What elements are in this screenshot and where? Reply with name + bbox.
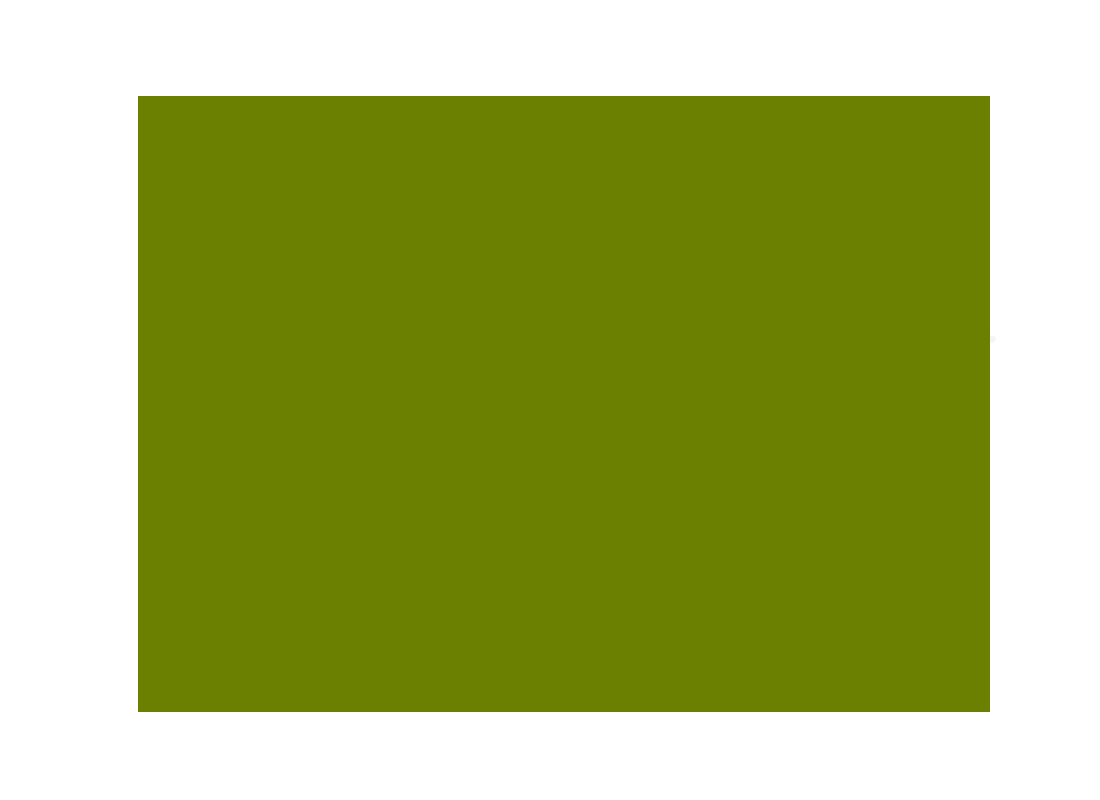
Text: A: A <box>541 541 549 550</box>
Text: maserati
parts
since 1985: maserati parts since 1985 <box>874 232 969 305</box>
Text: 33: 33 <box>729 584 744 594</box>
Text: 13: 13 <box>829 240 844 250</box>
Polygon shape <box>397 242 909 496</box>
Text: 25: 25 <box>846 162 861 172</box>
Text: 31: 31 <box>588 584 602 594</box>
Text: 27: 27 <box>618 554 632 564</box>
Text: 24: 24 <box>416 398 430 408</box>
Text: A: A <box>855 620 864 630</box>
Text: 18: 18 <box>635 451 649 462</box>
Text: 15: 15 <box>461 548 475 558</box>
Text: A: A <box>714 620 723 630</box>
Text: maserati: maserati <box>672 254 1001 406</box>
Text: 18: 18 <box>649 431 663 441</box>
Polygon shape <box>162 319 522 518</box>
Text: 11: 11 <box>623 396 638 406</box>
Text: 28: 28 <box>439 308 453 318</box>
Text: 8: 8 <box>392 619 398 630</box>
Text: 3: 3 <box>662 584 669 594</box>
Text: 30: 30 <box>433 354 448 365</box>
Text: c: c <box>602 620 607 630</box>
Polygon shape <box>869 402 946 438</box>
Text: 21: 21 <box>873 262 888 272</box>
Text: 30: 30 <box>371 287 385 297</box>
Text: 13: 13 <box>468 230 482 239</box>
Text: 28: 28 <box>439 367 453 377</box>
Text: N.Mot > 267263: N.Mot > 267263 <box>866 660 960 670</box>
Text: 32: 32 <box>764 584 779 594</box>
Text: N.Mot < 207799: N.Mot < 207799 <box>583 660 678 670</box>
Text: 29: 29 <box>463 258 477 269</box>
Bar <box>560 574 984 694</box>
Text: Engine N.207800-267262: Engine N.207800-267262 <box>697 678 846 688</box>
Text: 27: 27 <box>318 386 332 395</box>
